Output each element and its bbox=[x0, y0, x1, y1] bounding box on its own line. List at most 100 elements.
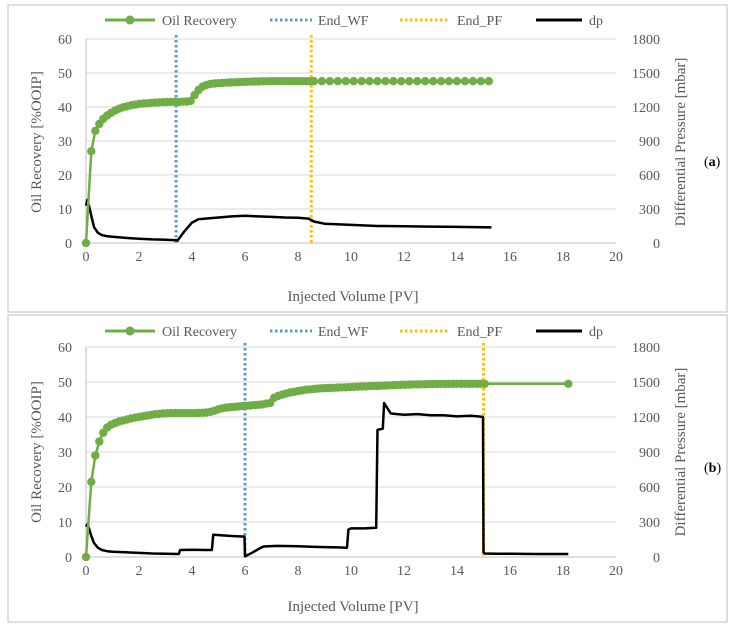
panel-a-oil-recovery-point bbox=[452, 77, 462, 86]
panel-a-oil-recovery-point bbox=[468, 77, 478, 86]
panel-a-y2-tick-label: 900 bbox=[639, 135, 660, 150]
panel-a-y-tick-label: 50 bbox=[58, 67, 72, 82]
panel-a-y-tick-label: 0 bbox=[65, 237, 72, 252]
panel-b-x-tick-label: 10 bbox=[344, 564, 358, 579]
panel-a-oil-recovery-point bbox=[373, 77, 382, 86]
panel-b-oil-recovery-point bbox=[564, 379, 573, 388]
panel-b-y2-tick-label: 900 bbox=[639, 446, 660, 461]
panel-a-x-tick-label: 12 bbox=[397, 250, 411, 265]
panel-a-oil-recovery-point bbox=[81, 238, 91, 248]
panel-b-y2-tick-label: 1800 bbox=[632, 341, 660, 356]
panel-a-dp-series-line bbox=[84, 198, 492, 242]
panel-a-ticks: 0 2 4 6 8 10 12 14 16 18 2001020304050600300600900… bbox=[58, 33, 660, 265]
panel-a-legend-end-wf-label: End_WF bbox=[318, 14, 369, 29]
panel-a-oil-recovery-point bbox=[413, 77, 422, 86]
panel-a-y2-axis-label: Differential Pressure [mbar] bbox=[673, 58, 689, 227]
panel-b-y2-tick-label: 600 bbox=[639, 481, 660, 496]
panel-b-y-tick-label: 20 bbox=[58, 481, 72, 496]
panel-a-y2-tick-label: 1500 bbox=[632, 67, 660, 82]
panel-a-x-tick-label: 6 bbox=[242, 250, 249, 265]
panel-a-oil-recovery-point bbox=[333, 77, 342, 86]
panel-a-oil-recovery-point bbox=[444, 77, 454, 86]
panel-a-y2-tick-label: 300 bbox=[639, 203, 660, 218]
panel-a-x-tick-label: 2 bbox=[136, 250, 143, 265]
panel-b-y2-tick-label: 1200 bbox=[632, 411, 660, 426]
panel-b-y-tick-label: 30 bbox=[58, 446, 72, 461]
panel-b-x-axis-label: Injected Volume [PV] bbox=[287, 599, 418, 615]
panel-b-tag-open: ( bbox=[704, 461, 709, 476]
panel-a-frame bbox=[7, 4, 728, 313]
panel-a-y-tick-label: 20 bbox=[58, 169, 72, 184]
panel-b-x-tick-label: 8 bbox=[295, 564, 302, 579]
panel-a: 0 2 4 6 8 10 12 14 16 18 2001020304050600300600900… bbox=[7, 4, 728, 313]
panel-b-y2-axis-label: Differential Pressure [mbar] bbox=[673, 368, 689, 537]
panel-a-x-tick-label: 0 bbox=[83, 250, 90, 265]
panel-b-legend-dp-label: dp bbox=[589, 325, 603, 340]
panel-b-frame bbox=[7, 314, 728, 623]
panel-a-oil-recovery-point bbox=[317, 77, 327, 86]
panel-a-oil-recovery-point bbox=[460, 77, 470, 86]
panel-a-y-tick-label: 10 bbox=[58, 203, 72, 218]
panel-b-legend-end-wf-label: End_WF bbox=[318, 325, 369, 340]
panel-b-tag: (b) bbox=[704, 461, 721, 476]
panel-a-x-tick-label: 14 bbox=[450, 250, 464, 265]
panel-a-tag-open: ( bbox=[704, 155, 709, 170]
panel-b-x-tick-label: 6 bbox=[242, 564, 249, 579]
panel-b-y-tick-label: 0 bbox=[65, 551, 72, 566]
panel-b-oil-recovery-point bbox=[81, 552, 91, 562]
panel-a-oil-recovery-point bbox=[421, 77, 430, 86]
panel-b-oil-recovery-point bbox=[95, 437, 104, 446]
panel-a-x-tick-label: 4 bbox=[189, 250, 196, 265]
panel-a-oil-recovery-point bbox=[341, 77, 350, 86]
panel-b-y-tick-label: 50 bbox=[58, 376, 72, 391]
panel-a-tag-close: ) bbox=[716, 155, 721, 170]
panel-b-x-tick-label: 20 bbox=[609, 564, 623, 579]
panel-a-x-tick-label: 8 bbox=[295, 250, 302, 265]
panel-b-marks bbox=[81, 343, 573, 562]
panel-a-y-tick-label: 30 bbox=[58, 135, 72, 150]
panel-a-x-tick-label: 18 bbox=[556, 250, 570, 265]
panel-b-ticks: 0 2 4 6 8 10 12 14 16 18 2001020304050600300600900… bbox=[58, 341, 660, 579]
panel-a-oil-recovery-point bbox=[389, 77, 398, 86]
panel-a-x-tick-label: 10 bbox=[344, 250, 358, 265]
panel-b-y-tick-label: 40 bbox=[58, 411, 72, 426]
panel-b-dp-series-line bbox=[84, 401, 569, 558]
panel-a-y-tick-label: 60 bbox=[58, 33, 72, 48]
panel-b: 0 2 4 6 8 10 12 14 16 18 2001020304050600300600900… bbox=[7, 314, 728, 623]
panel-b-tag-close: ) bbox=[716, 461, 721, 476]
panel-a-marks bbox=[81, 35, 493, 248]
panel-a-tag-letter: a bbox=[709, 155, 716, 170]
panel-b-x-tick-label: 0 bbox=[83, 564, 90, 579]
panel-a-legend-end-pf-label: End_PF bbox=[457, 14, 502, 29]
panel-a-y2-tick-label: 1200 bbox=[632, 101, 660, 116]
panel-a-oil-recovery-point bbox=[325, 77, 334, 86]
panel-a-oil-recovery-point bbox=[476, 77, 486, 86]
panel-b-x-tick-label: 16 bbox=[503, 564, 517, 579]
panel-a-legend-oil-swatch-marker bbox=[125, 15, 135, 25]
panel-a-x-tick-label: 20 bbox=[609, 250, 623, 265]
panel-a-oil-recovery-point bbox=[349, 77, 358, 86]
panel-b-oil-recovery-point bbox=[87, 477, 96, 486]
panel-b-legend-end-pf-label: End_PF bbox=[457, 325, 502, 340]
panel-a-y2-tick-label: 600 bbox=[639, 169, 660, 184]
panel-b-x-tick-label: 18 bbox=[556, 564, 570, 579]
panel-a-x-tick-label: 16 bbox=[503, 250, 517, 265]
panel-a-oil-recovery-point bbox=[87, 147, 96, 156]
panel-a-oil-recovery-point bbox=[381, 77, 390, 86]
panel-a-y-tick-label: 40 bbox=[58, 101, 72, 116]
panel-a-oil-recovery-point bbox=[309, 77, 319, 86]
panel-b-y-axis-label: Oil Recovery [%OOIP] bbox=[29, 381, 45, 523]
panel-a-y-axis-label: Oil Recovery [%OOIP] bbox=[29, 71, 45, 213]
panel-b-gridlines bbox=[85, 346, 616, 558]
panel-a-oil-recovery-point bbox=[91, 126, 100, 135]
panel-b-tag-letter: b bbox=[709, 461, 717, 476]
panel-b-oil-recovery-point bbox=[91, 451, 100, 460]
panel-a-oil-recovery-point bbox=[357, 77, 366, 86]
panel-a-y2-tick-label: 0 bbox=[653, 237, 660, 252]
panel-b-legend-oil-swatch-marker bbox=[125, 326, 135, 336]
panel-a-oil-recovery-point bbox=[365, 77, 374, 86]
panel-a-tag: (a) bbox=[704, 155, 721, 170]
panel-a-oil-recovery-point bbox=[405, 77, 414, 86]
